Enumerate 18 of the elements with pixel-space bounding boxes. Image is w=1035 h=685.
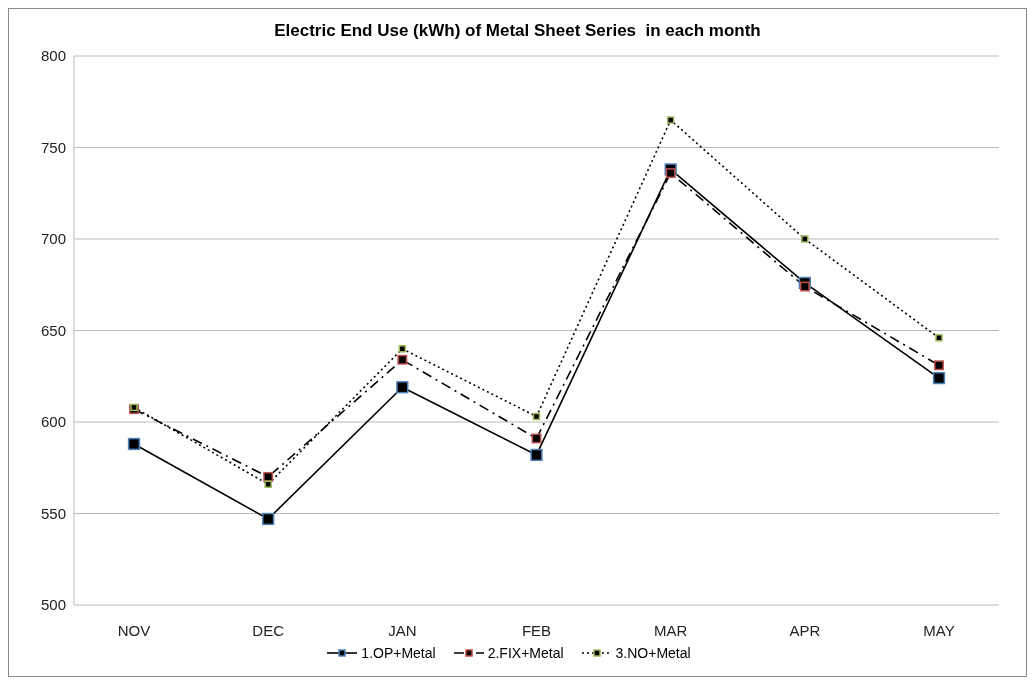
- x-tick-label: DEC: [252, 621, 285, 639]
- x-tick-label: MAR: [653, 621, 688, 639]
- y-tick-label: 800: [40, 47, 66, 65]
- x-tick-label: NOV: [117, 621, 151, 639]
- y-tick-label: 700: [40, 230, 66, 248]
- x-tick-label: FEB: [521, 621, 552, 639]
- x-tick-label: MAY: [923, 621, 955, 639]
- legend-label: 2.FIX+Metal: [487, 645, 564, 661]
- y-tick-label: 500: [40, 596, 66, 614]
- x-tick-label: APR: [789, 621, 821, 639]
- y-tick-label: 600: [40, 413, 66, 431]
- y-tick-label: 650: [40, 321, 66, 339]
- x-tick-label: JAN: [388, 621, 417, 639]
- y-tick-label: 550: [40, 504, 66, 522]
- legend-label: 3.NO+Metal: [615, 645, 691, 661]
- legend-label: 1.OP+Metal: [361, 645, 436, 661]
- y-tick-label: 750: [40, 138, 66, 156]
- chart-title: Electric End Use (kWh) of Metal Sheet Series in each month: [273, 21, 762, 41]
